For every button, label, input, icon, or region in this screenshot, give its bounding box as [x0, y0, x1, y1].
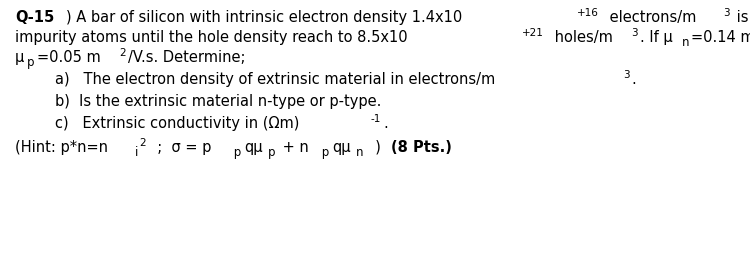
Text: p: p: [230, 146, 241, 159]
Text: +16: +16: [577, 8, 598, 18]
Text: (8 Pts.): (8 Pts.): [391, 140, 452, 155]
Text: + n: + n: [278, 140, 309, 155]
Text: 2: 2: [140, 138, 146, 148]
Text: Q-15: Q-15: [15, 10, 54, 25]
Text: ;  σ = p: ; σ = p: [148, 140, 211, 155]
Text: p: p: [268, 146, 276, 159]
Text: -1: -1: [370, 114, 381, 124]
Text: (Hint: p*n=n: (Hint: p*n=n: [15, 140, 108, 155]
Text: p: p: [27, 56, 34, 69]
Text: p: p: [317, 146, 328, 159]
Text: 3: 3: [623, 70, 630, 80]
Text: 2: 2: [119, 48, 126, 58]
Text: .: .: [632, 72, 636, 87]
Text: electrons/m: electrons/m: [605, 10, 697, 25]
Text: =0.05 m: =0.05 m: [37, 50, 100, 65]
Text: 3: 3: [723, 8, 730, 18]
Text: +21: +21: [521, 28, 544, 38]
Text: μ: μ: [15, 50, 24, 65]
Text: n: n: [356, 146, 364, 159]
Text: . If μ: . If μ: [640, 30, 672, 45]
Text: qμ: qμ: [332, 140, 351, 155]
Text: holes/m: holes/m: [550, 30, 613, 45]
Text: i: i: [135, 146, 138, 159]
Text: impurity atoms until the hole density reach to 8.5x10: impurity atoms until the hole density re…: [15, 30, 408, 45]
Text: qμ: qμ: [244, 140, 262, 155]
Text: is doped with: is doped with: [731, 10, 750, 25]
Text: n: n: [682, 36, 689, 49]
Text: =0.14 m: =0.14 m: [692, 30, 750, 45]
Text: /V.s. Determine;: /V.s. Determine;: [128, 50, 245, 65]
Text: c)   Extrinsic conductivity in (Ωm): c) Extrinsic conductivity in (Ωm): [55, 116, 299, 131]
Text: ): ): [366, 140, 386, 155]
Text: 3: 3: [631, 28, 638, 38]
Text: b)  Is the extrinsic material n-type or p-type.: b) Is the extrinsic material n-type or p…: [55, 94, 381, 109]
Text: ) A bar of silicon with intrinsic electron density 1.4x10: ) A bar of silicon with intrinsic electr…: [66, 10, 462, 25]
Text: a)   The electron density of extrinsic material in electrons/m: a) The electron density of extrinsic mat…: [55, 72, 495, 87]
Text: .: .: [384, 116, 388, 131]
